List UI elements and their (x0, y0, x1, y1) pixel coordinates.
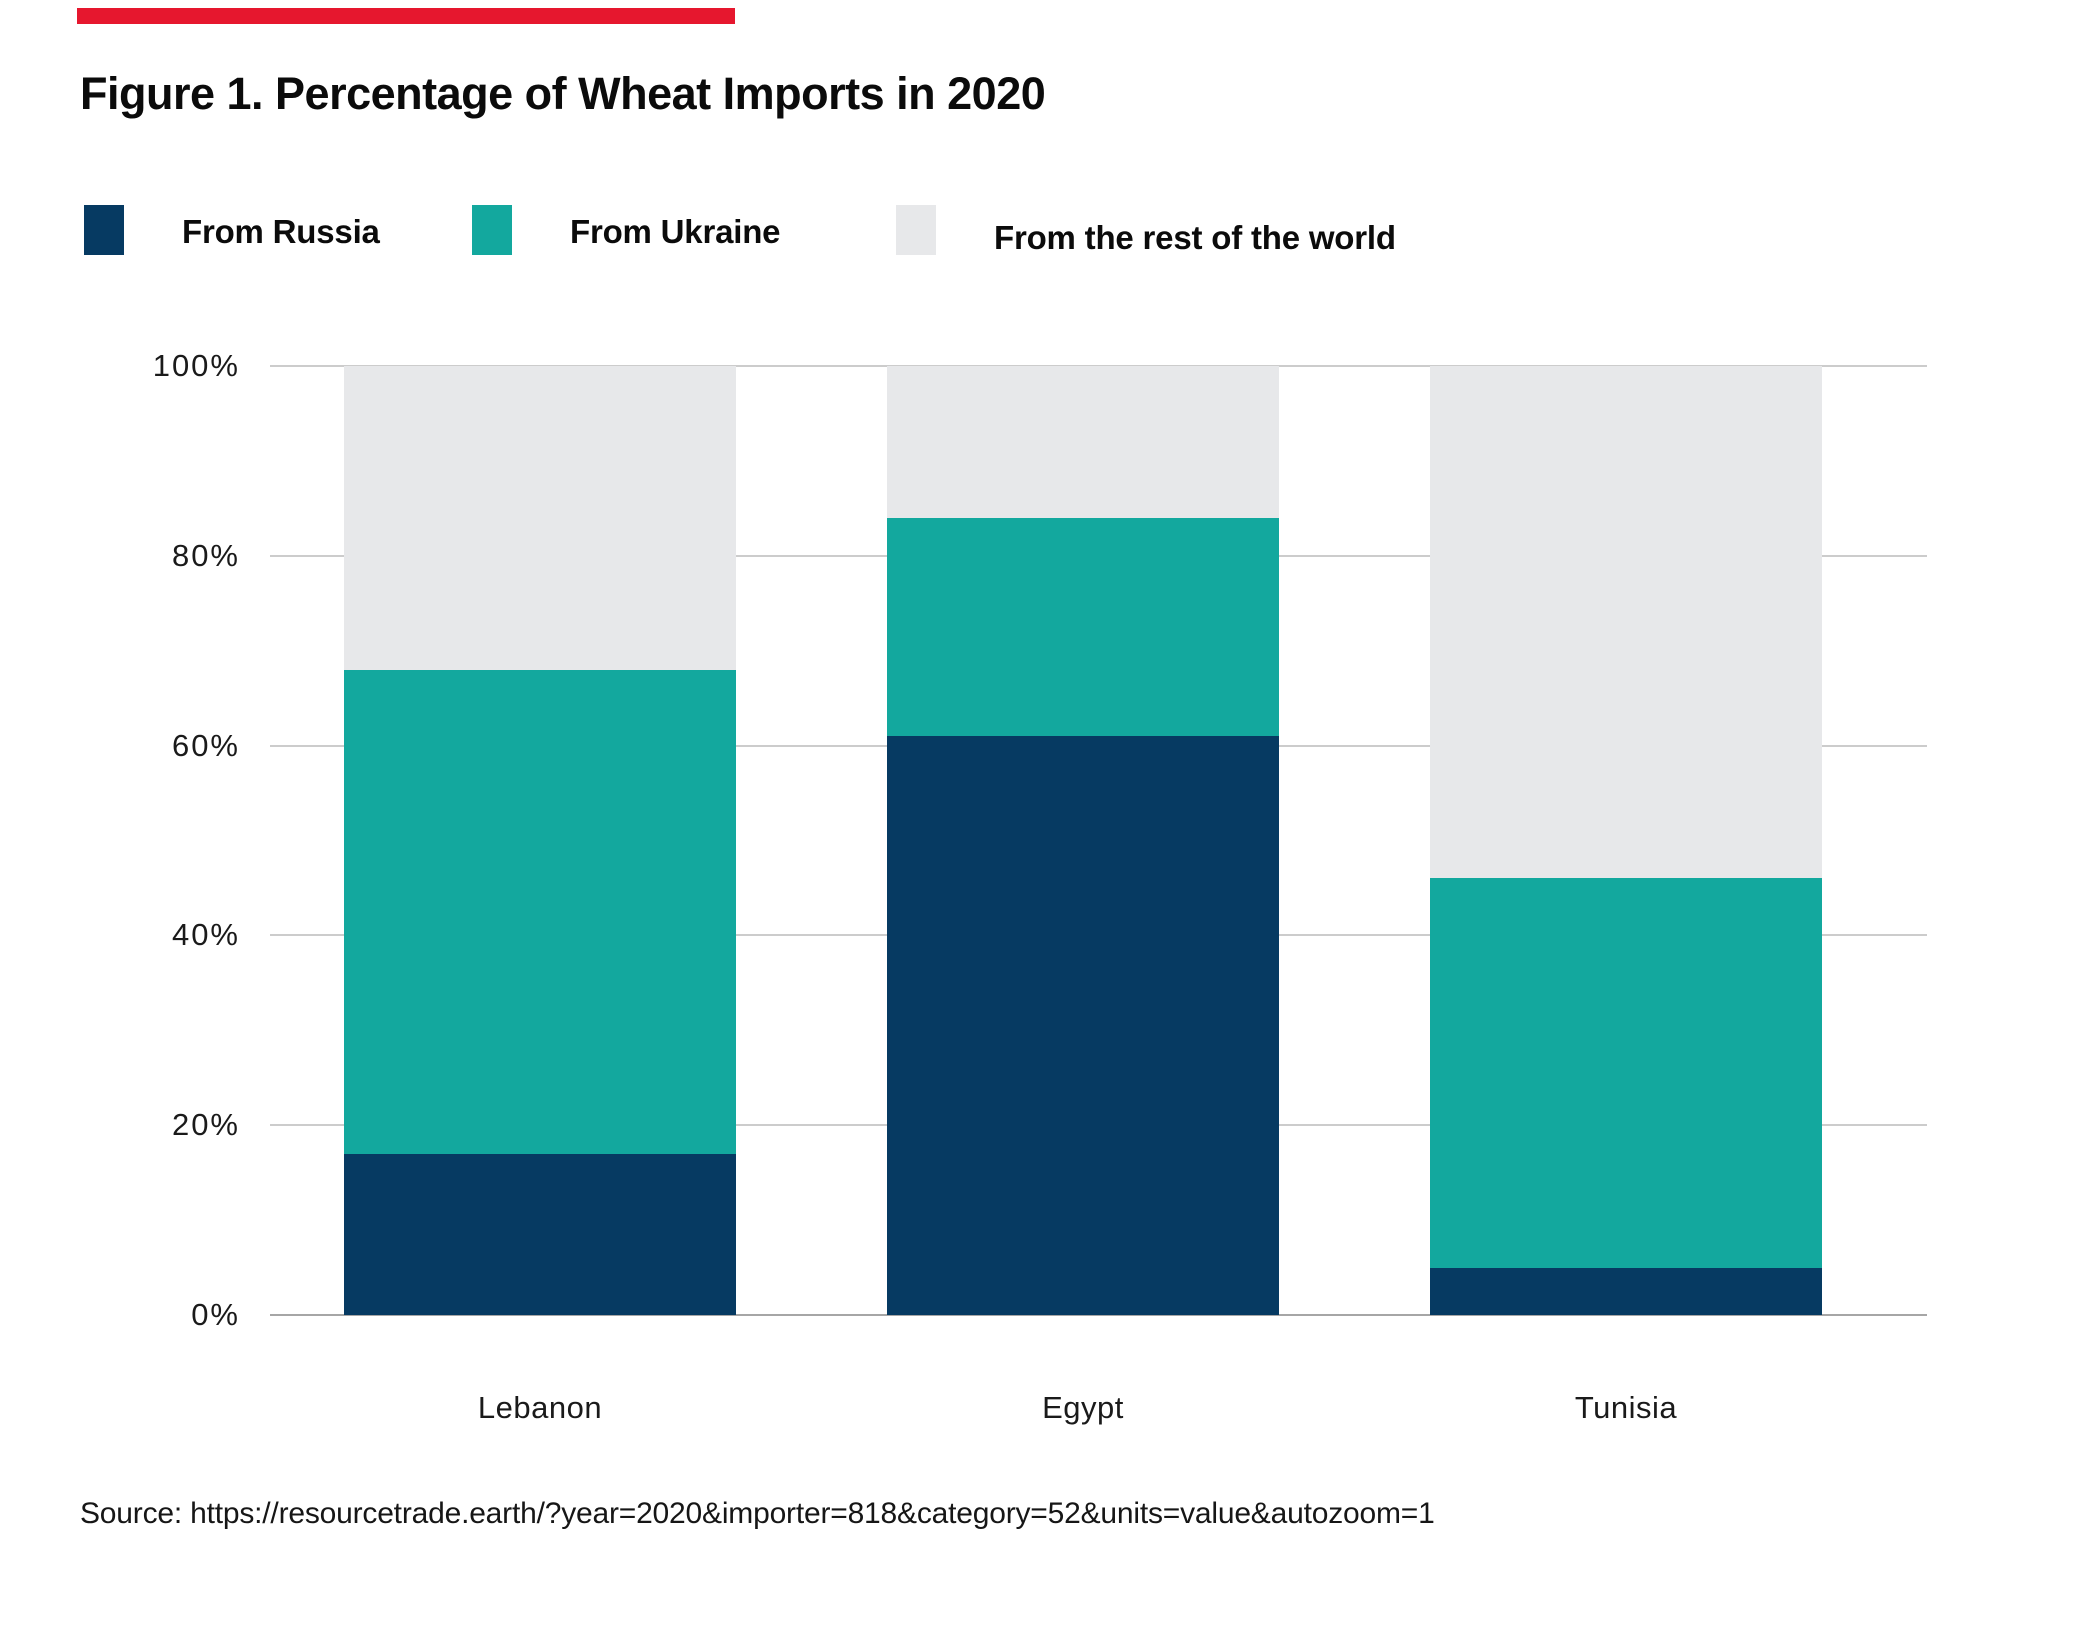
figure-title: Figure 1. Percentage of Wheat Imports in… (80, 68, 1046, 119)
segment-lebanon-from-ukraine (344, 669, 736, 1154)
segment-lebanon-from-russia (344, 1153, 736, 1315)
legend-swatch-rest-of-world (896, 205, 936, 255)
bar-tunisia (1430, 366, 1822, 1315)
bar-lebanon (344, 366, 736, 1315)
y-axis-tick-label-100: 100% (152, 348, 240, 383)
y-axis-tick-label-20: 20% (171, 1107, 240, 1143)
accent-bar (77, 8, 735, 24)
x-axis-label-lebanon: Lebanon (477, 1390, 603, 1425)
legend-swatch-russia (84, 205, 124, 255)
bar-egypt (887, 366, 1279, 1315)
y-axis-tick-label-40: 40% (171, 917, 240, 953)
y-axis-tick-label-80: 80% (171, 537, 240, 573)
y-axis-tick-label-60: 60% (171, 727, 240, 763)
chart-plot-area: 0% 20% 40% 60% 80% 100% Lebanon Egypt Tunisia (153, 348, 1927, 1425)
x-axis-label-egypt: Egypt (1042, 1390, 1124, 1425)
segment-tunisia-from-russia (1430, 1267, 1822, 1315)
source-text: Source: https://resourcetrade.earth/?yea… (80, 1497, 1435, 1530)
legend-label-russia: From Russia (182, 213, 380, 250)
segment-egypt-from-ukraine (887, 517, 1279, 737)
segment-lebanon-from-the-rest-of-the-world (344, 366, 736, 670)
segment-tunisia-from-ukraine (1430, 878, 1822, 1268)
segment-egypt-from-russia (887, 736, 1279, 1315)
legend: From Russia From Ukraine From the rest o… (84, 203, 1984, 261)
x-axis-line (270, 1314, 1927, 1316)
y-axis-tick-label-0: 0% (191, 1297, 240, 1332)
gridline-100 (270, 365, 1927, 367)
legend-label-rest-of-world: From the rest of the world (994, 219, 1396, 256)
segment-tunisia-from-the-rest-of-the-world (1430, 366, 1822, 879)
legend-label-ukraine: From Ukraine (570, 213, 781, 250)
x-axis-label-tunisia: Tunisia (1574, 1390, 1678, 1425)
legend-swatch-ukraine (472, 205, 512, 255)
segment-egypt-from-the-rest-of-the-world (887, 366, 1279, 518)
